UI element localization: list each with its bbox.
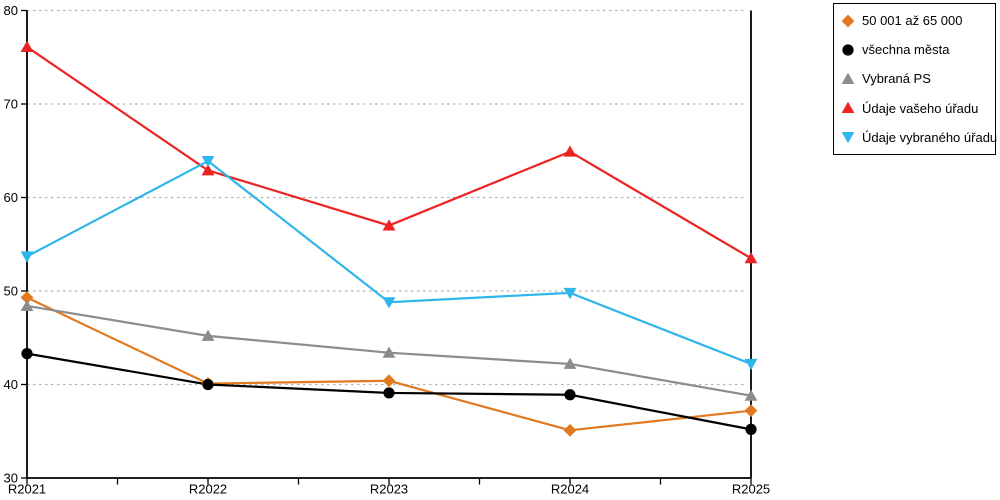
circle-marker-icon [842, 44, 854, 56]
y-axis-tick-label: 30 [4, 471, 18, 486]
series-1-marker [383, 387, 395, 399]
series-4-marker [382, 297, 396, 309]
series-0-marker [744, 404, 758, 418]
legend-item-1: všechna města [834, 36, 995, 64]
series-3-marker [201, 164, 215, 176]
legend-label: Údaje vašeho úřadu [862, 100, 979, 116]
x-axis-tick-label: R2023 [370, 482, 408, 497]
series-2-marker [382, 346, 396, 358]
series-4-marker [201, 156, 215, 168]
legend-label: Údaje vybraného úřadu [862, 129, 998, 145]
series-2-marker [20, 299, 34, 311]
series-4-marker [563, 287, 577, 300]
series-1-marker [745, 423, 757, 435]
legend-label: všechna města [862, 42, 950, 58]
triangle-down-marker-icon [841, 132, 855, 144]
legend-item-4: Údaje vybraného úřadu [834, 123, 998, 151]
chart-legend: 50 001 až 65 000 všechna města Vybraná PS Ú… [833, 3, 998, 155]
x-axis-tick-label: R2024 [551, 482, 589, 497]
series-line-0 [26, 296, 752, 432]
series-0-marker [563, 423, 577, 437]
y-axis-tick-label: 60 [4, 190, 18, 205]
y-axis-tick-label: 50 [4, 284, 18, 299]
triangle-up-marker-icon [841, 101, 855, 114]
series-0-marker [20, 291, 34, 304]
series-2-marker [563, 357, 577, 369]
y-axis-tick-label: 40 [4, 377, 18, 392]
series-1-marker [21, 348, 33, 360]
series-2-marker [744, 389, 758, 401]
x-axis-tick-label: R2021 [8, 482, 46, 497]
legend-item-3: Údaje vašeho úřadu [834, 94, 995, 122]
x-axis-tick-label: R2025 [732, 482, 770, 497]
series-2-marker [201, 329, 215, 341]
x-axis-tick-label: R2022 [189, 482, 227, 497]
legend-label: 50 001 až 65 000 [862, 13, 963, 29]
triangle-up-marker-icon [841, 72, 855, 84]
series-1-marker [202, 378, 214, 391]
series-3-marker [563, 145, 577, 157]
series-3-marker [744, 252, 758, 264]
series-4-marker [744, 358, 758, 371]
series-line-4 [26, 159, 752, 365]
y-axis-tick-label: 70 [4, 97, 18, 112]
diamond-marker-icon [841, 14, 855, 27]
series-1-marker [564, 389, 576, 401]
legend-label: Vybraná PS [862, 71, 931, 87]
series-3-marker [20, 40, 34, 52]
legend-item-2: Vybraná PS [834, 65, 995, 93]
series-4-marker [20, 251, 34, 263]
series-3-marker [382, 219, 396, 231]
legend-item-0: 50 001 až 65 000 [834, 7, 995, 35]
series-0-marker [382, 374, 396, 388]
y-axis-tick-label: 80 [4, 3, 18, 18]
